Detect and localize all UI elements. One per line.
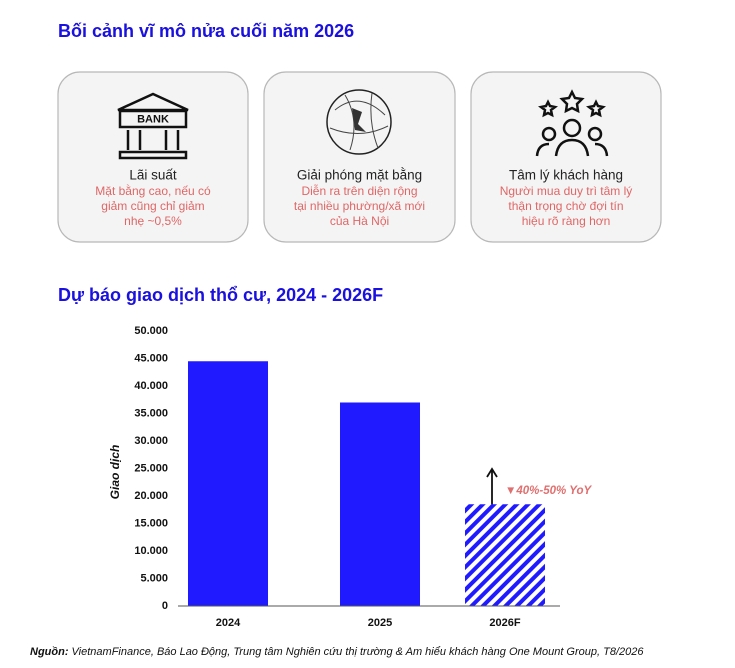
- footer-label: Nguồn:: [30, 646, 69, 658]
- globe-icon: [326, 89, 392, 155]
- x-tick-label: 2025: [368, 617, 392, 629]
- card-text: giảm cũng chỉ giảm: [101, 199, 204, 213]
- bar: [465, 504, 545, 606]
- bank-icon: BANK: [117, 92, 189, 160]
- chart-title: Dự báo giao dịch thổ cư, 2024 - 2026F: [58, 285, 383, 305]
- footer: Nguồn: VietnamFinance, Báo Lao Động, Tru…: [30, 646, 644, 658]
- people-icon: [535, 89, 609, 157]
- annotation: ▼40%-50% YoY: [505, 485, 593, 497]
- card-text: hiệu rõ ràng hơn: [522, 214, 611, 228]
- y-tick-label: 25.000: [134, 462, 168, 474]
- x-tick-label: 2024: [216, 617, 241, 629]
- card-text: Người mua duy trì tâm lý: [500, 184, 633, 198]
- y-tick-label: 15.000: [134, 517, 168, 529]
- bar: [188, 361, 268, 606]
- card: [470, 71, 662, 243]
- y-tick-label: 45.000: [134, 352, 168, 364]
- y-tick-label: 50.000: [134, 325, 168, 337]
- card-text: Mặt bằng cao, nếu có: [95, 183, 211, 198]
- card-text: nhẹ ~0,5%: [124, 214, 182, 228]
- x-tick-label: 2026F: [489, 617, 520, 629]
- card-text: Diễn ra trên diện rộng: [301, 183, 417, 198]
- y-tick-label: 30.000: [134, 435, 168, 447]
- card-text: của Hà Nội: [330, 214, 389, 228]
- card-title: Lãi suất: [129, 168, 177, 183]
- y-tick-label: 40.000: [134, 380, 168, 392]
- y-axis-label: Giao dịch: [108, 445, 122, 500]
- y-tick-label: 10.000: [134, 545, 168, 557]
- footer-text: VietnamFinance, Báo Lao Động, Trung tâm …: [72, 646, 645, 658]
- icon-text: BANK: [137, 113, 169, 125]
- y-tick-label: 20.000: [134, 490, 168, 502]
- y-tick-label: 5.000: [140, 572, 168, 584]
- card: [263, 71, 456, 243]
- card-title: Giải phóng mặt bằng: [297, 168, 422, 183]
- bar: [340, 402, 420, 606]
- y-tick-label: 35.000: [134, 407, 168, 419]
- y-tick-label: 0: [162, 600, 168, 612]
- card-text: thận trọng chờ đợi tín: [508, 199, 623, 213]
- card-text: tại nhiều phường/xã mới: [294, 199, 425, 213]
- section-title: Bối cảnh vĩ mô nửa cuối năm 2026: [58, 21, 354, 41]
- card-title: Tâm lý khách hàng: [509, 168, 623, 183]
